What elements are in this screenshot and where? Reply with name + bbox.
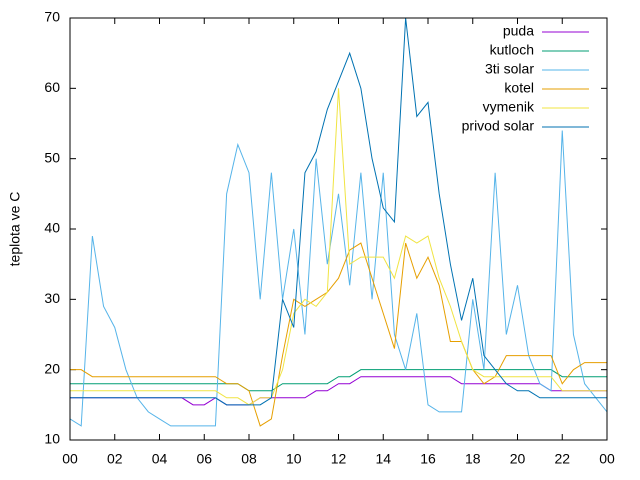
legend-label: privod solar [462,118,535,134]
x-tick-label: 02 [107,451,123,467]
y-tick-label: 50 [44,149,60,165]
x-tick-label: 16 [420,451,436,467]
plot-frame [69,17,608,441]
y-tick-label: 70 [44,9,60,25]
series-line [70,18,607,406]
legend-label: vymenik [483,99,535,115]
plot-lines [70,18,607,427]
legend-label: kutloch [490,42,534,58]
y-tick-label: 40 [44,220,60,236]
x-tick-label: 00 [62,451,78,467]
y-tick-label: 60 [44,79,60,95]
x-tick-label: 00 [599,451,615,467]
y-tick-label: 20 [44,360,60,376]
series-line [70,88,607,406]
x-tick-label: 20 [510,451,526,467]
legend-label: puda [503,23,534,39]
series-line [70,130,607,427]
series-line [70,369,607,392]
legend-label: 3ti solar [485,61,534,77]
x-tick-label: 18 [465,451,481,467]
y-axis-label: teplota ve C [7,192,23,267]
x-tick-label: 04 [152,451,168,467]
x-tick-label: 22 [554,451,570,467]
y-tick-label: 10 [44,431,60,447]
x-tick-label: 10 [286,451,302,467]
x-tick-label: 14 [375,451,391,467]
series-line [70,242,607,427]
y-tick-label: 30 [44,290,60,306]
legend-label: kotel [504,80,534,96]
x-tick-label: 06 [196,451,212,467]
x-tick-label: 12 [331,451,347,467]
x-tick-label: 08 [241,451,257,467]
